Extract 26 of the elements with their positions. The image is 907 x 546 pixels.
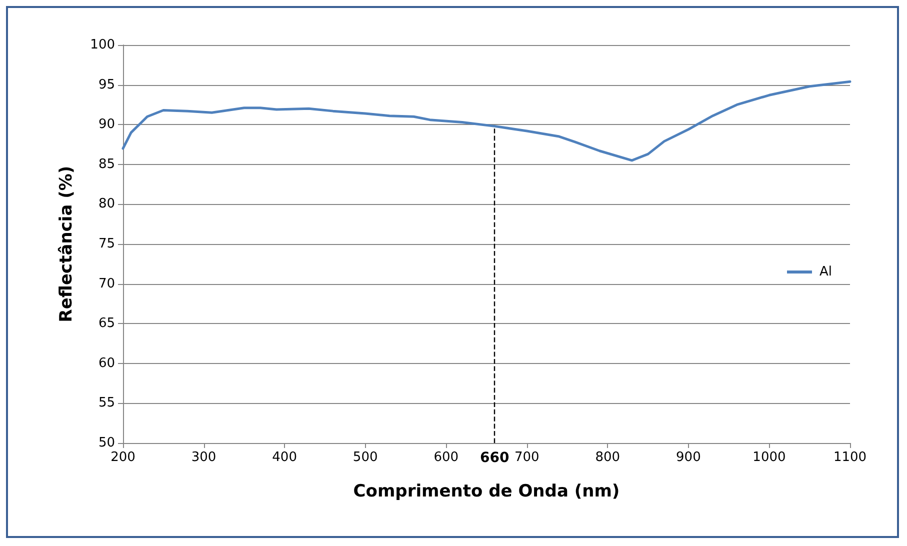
y-tick-label: 70 — [98, 276, 115, 292]
y-tick-label: 60 — [98, 356, 115, 371]
x-tick-label: 700 — [514, 450, 540, 465]
ref-line-label: 660 — [480, 450, 510, 466]
y-tick-label: 95 — [98, 77, 115, 92]
y-tick-label: 75 — [98, 236, 115, 252]
y-tick-label: 100 — [90, 38, 115, 52]
legend-label: Al — [819, 264, 832, 280]
x-tick-label: 1000 — [752, 450, 786, 465]
x-tick-label: 400 — [272, 450, 297, 465]
y-tick-label: 65 — [98, 316, 115, 332]
y-axis-title: Reflectância (%) — [56, 166, 76, 322]
y-tick-label: 50 — [98, 436, 115, 450]
x-tick-label: 800 — [595, 450, 620, 465]
x-tick-label: 300 — [191, 450, 216, 465]
x-tick-label: 600 — [434, 450, 459, 465]
x-tick-label: 1100 — [833, 450, 867, 465]
line-series — [122, 80, 852, 162]
x-tick-label: 500 — [352, 450, 378, 465]
y-tick-label: 80 — [98, 196, 115, 212]
y-tick-label: 90 — [98, 117, 115, 132]
y-tick-label: 85 — [98, 156, 115, 172]
x-tick-label: 900 — [676, 450, 701, 465]
x-tick-label: 200 — [110, 450, 136, 465]
x-axis-title: Comprimento de Onda (nm) — [353, 482, 620, 502]
y-tick-label: 55 — [98, 396, 115, 411]
